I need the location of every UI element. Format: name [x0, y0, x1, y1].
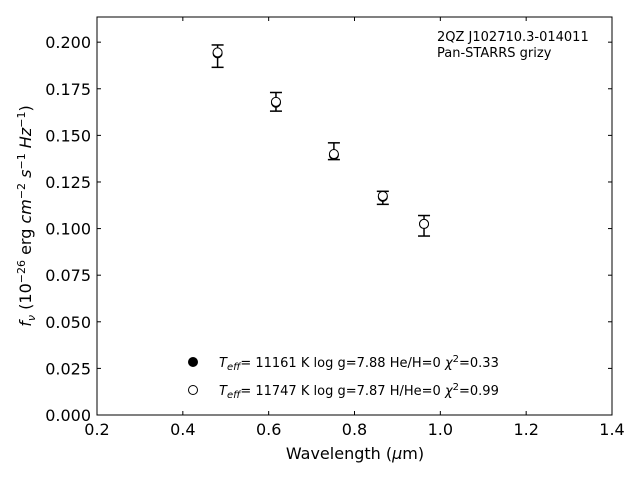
- data-layer: [211, 44, 431, 237]
- legend-label-open: Teff= 11747 K log g=7.87 H/He=0 χ2=0.99: [219, 382, 499, 401]
- model-point-open: [377, 190, 388, 201]
- y-tick-label: 0.175: [45, 80, 91, 99]
- legend-label-filled: Teff= 11161 K log g=7.88 He/H=0 χ2=0.33: [219, 354, 499, 373]
- legend-marker-filled: [188, 357, 198, 367]
- legend-marker-open: [188, 385, 198, 395]
- model-point-open: [270, 96, 281, 107]
- y-tick-label: 0.125: [45, 173, 91, 192]
- y-tick-label: 0.200: [45, 33, 91, 52]
- x-tick-label: 1.4: [599, 420, 624, 439]
- y-tick-label: 0.075: [45, 266, 91, 285]
- legend-entry-filled: Teff= 11161 K log g=7.88 He/H=0 χ2=0.33: [188, 354, 499, 373]
- y-tick-label: 0.100: [45, 220, 91, 239]
- annotation-object-name: 2QZ J102710.3-014011: [437, 30, 589, 45]
- y-tick-label: 0.150: [45, 126, 91, 145]
- y-tick-label: 0.025: [45, 359, 91, 378]
- legend-entry-open: Teff= 11747 K log g=7.87 H/He=0 χ2=0.99: [188, 382, 499, 401]
- x-tick-label: 1.0: [428, 420, 453, 439]
- model-point-open: [328, 149, 339, 160]
- y-tick-label: 0.000: [45, 406, 91, 425]
- x-tick-label: 0.2: [84, 420, 109, 439]
- model-point-open: [212, 47, 223, 58]
- x-tick-label: 0.6: [256, 420, 281, 439]
- x-tick-label: 0.8: [342, 420, 367, 439]
- x-tick-label: 1.2: [513, 420, 538, 439]
- annotation-survey: Pan-STARRS grizy: [437, 46, 552, 61]
- model-point-open: [419, 218, 430, 229]
- x-tick-label: 0.4: [170, 420, 195, 439]
- legend: Teff= 11161 K log g=7.88 He/H=0 χ2=0.33 …: [188, 354, 499, 401]
- y-axis-label: fν (10−26 erg cm−2 s−1 Hz−1): [15, 105, 38, 326]
- axis-ticks: 0.2 0.4 0.6 0.8 1.0 1.2 1.4 0.000 0.025 0.050 0.07…: [45, 17, 625, 439]
- x-axis-label: Wavelength (μm): [286, 444, 424, 463]
- y-tick-label: 0.050: [45, 313, 91, 332]
